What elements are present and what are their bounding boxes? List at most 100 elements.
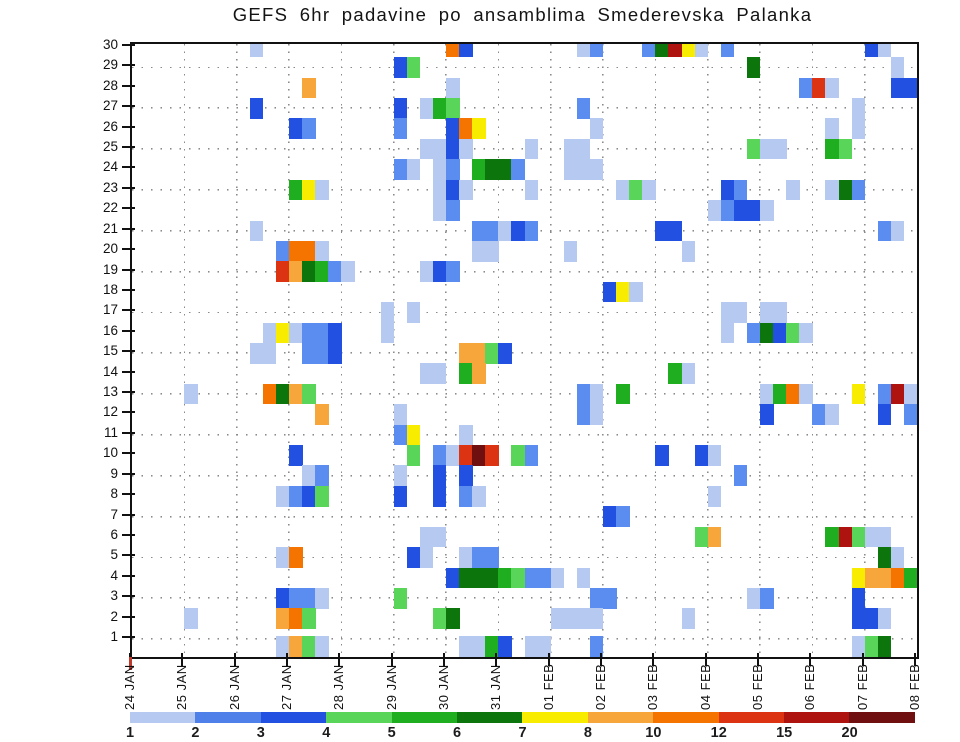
heatmap-cell [773, 322, 787, 344]
heatmap-cell [760, 302, 774, 323]
heatmap-cell [877, 44, 892, 57]
heatmap-cell [576, 567, 591, 589]
heatmap-cell [524, 138, 539, 160]
heatmap-cell [576, 159, 591, 180]
y-axis-tick [122, 329, 135, 332]
y-axis-tick [122, 595, 135, 598]
heatmap-cell [446, 608, 460, 629]
heatmap-cell [864, 526, 879, 548]
day-gridline [706, 44, 709, 657]
y-axis-tick [122, 472, 135, 475]
heatmap-cell [446, 44, 460, 57]
heatmap-cell [603, 506, 617, 527]
x-axis-date-label: 28 JAN [331, 664, 347, 710]
heatmap-cell [446, 200, 460, 221]
heatmap-cell [419, 98, 434, 119]
heatmap-cell [315, 404, 329, 425]
heatmap-cell [760, 383, 774, 405]
x-axis-date-label: 07 FEB [854, 663, 870, 710]
heatmap-cell [890, 77, 905, 99]
y-axis-label: 28 [102, 77, 118, 93]
heatmap-cell [668, 220, 682, 242]
heatmap-cell [302, 118, 316, 140]
heatmap-cell [446, 138, 460, 160]
colorbar-segment [195, 712, 261, 723]
chart-title: GEFS 6hr padavine po ansamblima Smederev… [232, 4, 813, 25]
heatmap-cell [275, 383, 290, 405]
colorbar-value-label: 7 [518, 725, 527, 741]
heatmap-cell [393, 404, 408, 425]
heatmap-cell [393, 118, 408, 140]
x-axis-date-label: 08 FEB [907, 663, 922, 710]
y-axis-label: 3 [110, 588, 118, 604]
colorbar-value-label: 2 [191, 725, 200, 741]
day-gridline [445, 44, 447, 657]
heatmap-cell [576, 383, 591, 405]
colorbar-segment [391, 712, 458, 723]
x-axis-tick [809, 653, 812, 666]
heatmap-cell [694, 44, 709, 57]
colorbar-segment [718, 712, 785, 723]
heatmap-cell [746, 138, 761, 160]
heatmap-cell [877, 608, 892, 629]
x-axis-tick [181, 653, 184, 666]
heatmap-cell [655, 220, 669, 242]
y-axis-label: 23 [102, 179, 118, 195]
heatmap-cell [537, 567, 552, 589]
heatmap-cell [275, 636, 290, 657]
heatmap-cell [707, 200, 722, 221]
heatmap-cell [419, 547, 434, 568]
heatmap-cell [760, 138, 774, 160]
heatmap-cell [720, 302, 735, 323]
y-axis-tick [122, 431, 135, 434]
heatmap-cell [341, 261, 355, 282]
day-gridline [235, 44, 238, 657]
heatmap-cell [812, 77, 826, 99]
y-axis-label: 24 [102, 159, 118, 175]
heatmap-cell [302, 343, 316, 364]
y-axis-label: 21 [102, 220, 118, 236]
heatmap-cell [459, 363, 473, 385]
plot-area [130, 42, 919, 659]
y-axis-tick [122, 554, 135, 557]
heatmap-cell [511, 567, 525, 589]
heatmap-cell [393, 587, 408, 609]
colorbar-segment [849, 712, 915, 723]
heatmap-cell [446, 98, 460, 119]
heatmap-cell [419, 526, 434, 548]
heatmap-cell [472, 485, 486, 507]
y-axis-label: 1 [110, 629, 118, 644]
heatmap-cell [275, 240, 290, 262]
heatmap-cell [432, 200, 447, 221]
heatmap-cell [733, 200, 748, 221]
y-axis-tick [122, 146, 135, 149]
heatmap-cell [459, 118, 473, 140]
y-axis-tick [122, 186, 135, 189]
colorbar-segment [784, 712, 850, 723]
heatmap-cell [760, 200, 774, 221]
heatmap-cell [563, 159, 578, 180]
y-axis-tick [122, 391, 135, 394]
heatmap-cell [275, 547, 290, 568]
heatmap-cell [432, 138, 447, 160]
colorbar-segment [130, 712, 196, 723]
heatmap-cell [380, 322, 395, 344]
heatmap-cell [459, 445, 473, 466]
heatmap-cell [877, 404, 892, 425]
heatmap-cell [589, 44, 604, 57]
x-axis-tick [704, 653, 707, 666]
y-axis-tick [122, 574, 135, 577]
heatmap-cell [746, 57, 761, 78]
heatmap-cell [890, 567, 905, 589]
heatmap-cell [838, 179, 853, 201]
heatmap-cell [524, 445, 539, 466]
heatmap-cell [903, 404, 917, 425]
y-axis-label: 5 [110, 547, 118, 563]
heatmap-cell [472, 343, 486, 364]
heatmap-cell [289, 445, 303, 466]
x-axis-tick [914, 653, 916, 666]
heatmap-cell [446, 118, 460, 140]
colorbar-segment [326, 712, 392, 723]
heatmap-cell [406, 547, 421, 568]
heatmap-cell [733, 179, 748, 201]
